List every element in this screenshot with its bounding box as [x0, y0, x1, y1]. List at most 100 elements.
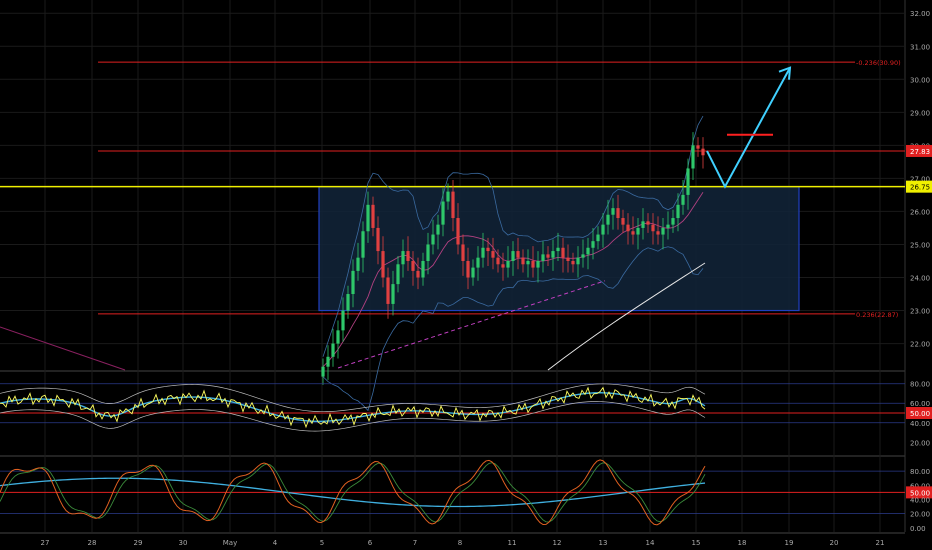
- candle[interactable]: [351, 270, 355, 295]
- candle[interactable]: [416, 270, 420, 278]
- old-trendline[interactable]: [0, 326, 126, 371]
- candle[interactable]: [691, 145, 695, 169]
- candle[interactable]: [321, 366, 325, 377]
- candle[interactable]: [621, 218, 625, 225]
- time-tick-label: 19: [785, 539, 794, 547]
- candle[interactable]: [356, 257, 360, 271]
- candle[interactable]: [611, 208, 615, 215]
- stochastic-midline-badge-label: 50.00: [910, 489, 930, 497]
- candle[interactable]: [406, 251, 410, 261]
- price-pane[interactable]: -0.236(30.90) 0.236(22.87): [0, 59, 905, 412]
- candle[interactable]: [521, 257, 525, 265]
- projection-arrow[interactable]: [706, 67, 791, 189]
- candle[interactable]: [451, 191, 455, 219]
- candle[interactable]: [596, 234, 600, 242]
- candle[interactable]: [676, 204, 680, 219]
- candle[interactable]: [431, 234, 435, 245]
- candle[interactable]: [436, 224, 440, 235]
- candle[interactable]: [646, 221, 650, 225]
- candle[interactable]: [591, 241, 595, 248]
- time-tick-label: 8: [458, 539, 462, 547]
- candle[interactable]: [526, 260, 530, 265]
- candle[interactable]: [506, 260, 510, 268]
- candle[interactable]: [536, 260, 540, 268]
- candle[interactable]: [541, 254, 545, 261]
- candle[interactable]: [661, 227, 665, 235]
- candle[interactable]: [641, 221, 645, 228]
- candle[interactable]: [571, 260, 575, 265]
- candle[interactable]: [681, 194, 685, 205]
- candle[interactable]: [666, 224, 670, 228]
- candle[interactable]: [381, 251, 385, 278]
- candle[interactable]: [466, 260, 470, 278]
- price-axis[interactable]: 32.0031.0030.0029.0028.0027.0026.0025.00…: [906, 10, 932, 533]
- candle[interactable]: [396, 264, 400, 285]
- candle[interactable]: [616, 208, 620, 219]
- candle[interactable]: [486, 247, 490, 252]
- candle[interactable]: [421, 260, 425, 278]
- oscillator-midline-badge: [906, 407, 932, 420]
- candle[interactable]: [471, 267, 475, 278]
- projection-arrow-head[interactable]: [778, 66, 792, 80]
- candle[interactable]: [361, 231, 365, 258]
- candle[interactable]: [686, 168, 690, 195]
- candle[interactable]: [581, 254, 585, 258]
- candle[interactable]: [656, 231, 660, 235]
- candle[interactable]: [401, 251, 405, 265]
- candle[interactable]: [651, 224, 655, 232]
- stochastic-tick-label: 0.00: [910, 525, 926, 533]
- candle[interactable]: [551, 251, 555, 258]
- stochastic-pane[interactable]: [0, 459, 905, 526]
- candle[interactable]: [561, 247, 565, 258]
- candle[interactable]: [556, 247, 560, 252]
- candle[interactable]: [336, 330, 340, 344]
- oscillator-pane[interactable]: [0, 383, 905, 432]
- time-axis[interactable]: 27 28 29 30 May 4 5 6 7 8 11 12 13 14 15 18 19 20 21: [41, 539, 885, 547]
- candle[interactable]: [391, 284, 395, 304]
- candle[interactable]: [671, 218, 675, 225]
- candle[interactable]: [346, 294, 350, 311]
- candle[interactable]: [531, 260, 535, 268]
- candle[interactable]: [441, 201, 445, 225]
- support-trendline[interactable]: [337, 280, 606, 369]
- candle[interactable]: [631, 231, 635, 235]
- candle[interactable]: [411, 260, 415, 271]
- price-tick-label: 30.00: [910, 76, 930, 84]
- fib-level-label: -0.236(30.90): [856, 59, 901, 67]
- time-tick-label: 15: [692, 539, 701, 547]
- stochastic-average-line: [0, 477, 706, 508]
- candle[interactable]: [461, 244, 465, 261]
- candle[interactable]: [501, 264, 505, 268]
- candle[interactable]: [546, 254, 550, 258]
- candle[interactable]: [331, 343, 335, 357]
- time-tick-label: 7: [413, 539, 417, 547]
- candle[interactable]: [701, 148, 705, 156]
- candle[interactable]: [326, 356, 330, 367]
- candle[interactable]: [476, 257, 480, 268]
- candle[interactable]: [426, 244, 430, 261]
- candle[interactable]: [696, 145, 700, 149]
- candle[interactable]: [386, 277, 390, 304]
- candle[interactable]: [366, 204, 370, 232]
- candle[interactable]: [376, 227, 380, 252]
- candle[interactable]: [496, 257, 500, 265]
- level-badge-label: 26.75: [910, 184, 930, 192]
- candle[interactable]: [601, 224, 605, 235]
- candle[interactable]: [371, 204, 375, 228]
- candle[interactable]: [576, 257, 580, 265]
- candle[interactable]: [636, 227, 640, 235]
- time-tick-label: 20: [830, 539, 839, 547]
- candle[interactable]: [626, 224, 630, 232]
- candle[interactable]: [446, 191, 450, 202]
- candle[interactable]: [481, 247, 485, 258]
- candle[interactable]: [511, 251, 515, 261]
- candle[interactable]: [606, 214, 610, 225]
- candle[interactable]: [516, 251, 520, 258]
- candle[interactable]: [491, 251, 495, 258]
- price-tick-label: 24.00: [910, 275, 930, 283]
- candle[interactable]: [566, 257, 570, 261]
- candle[interactable]: [586, 247, 590, 255]
- candle[interactable]: [456, 218, 460, 245]
- candle[interactable]: [341, 310, 345, 331]
